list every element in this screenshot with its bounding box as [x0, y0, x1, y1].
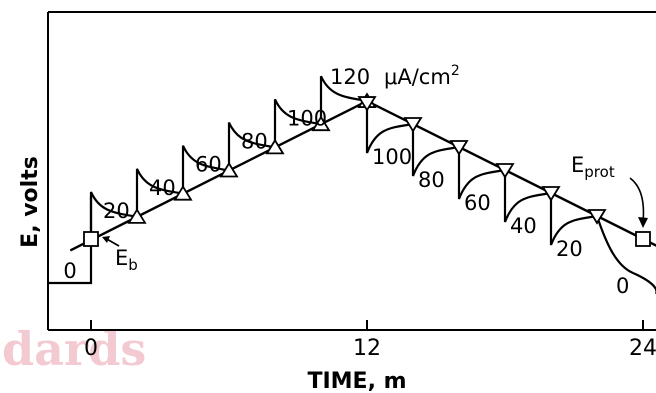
marker-eb [83, 231, 99, 247]
marker-down-80 [449, 140, 469, 156]
marker-down-40 [541, 186, 561, 202]
scan-down-0 [595, 215, 656, 294]
marker-up-40 [173, 184, 193, 201]
scan-down-20 [549, 193, 598, 246]
curve-label-up-80: 80 [241, 130, 268, 154]
curve-label-down-60: 60 [464, 191, 491, 215]
scan-down-100 [365, 101, 414, 154]
marker-apex-down [357, 96, 377, 112]
scan-up-60 [181, 145, 230, 194]
eprot-label: Eprot [571, 153, 615, 181]
marker-up-100 [311, 115, 331, 132]
x-axis-title: TIME, m [307, 369, 406, 393]
scan-down-60 [457, 147, 506, 200]
marker-up-80 [265, 138, 285, 155]
eb-arrow-head [102, 236, 110, 243]
eprot-arrow-head [638, 217, 648, 228]
scan-up-20 [89, 191, 138, 240]
marker-down-100 [403, 117, 423, 133]
marker-down-20 [587, 209, 607, 225]
curve-label-up-0: 0 [63, 259, 76, 283]
y-axis-title: E, volts [18, 156, 43, 248]
curve-label-up-20: 20 [103, 199, 130, 223]
curve-label-up-40: 40 [149, 176, 176, 200]
curve-label-up-100: 100 [287, 106, 327, 130]
marker-eprot [635, 231, 651, 247]
curve-label-up-120: 120 [330, 65, 370, 89]
scan-up-100 [273, 98, 322, 148]
unit-superscript: 2 [451, 63, 460, 79]
eb-main: E [115, 246, 128, 270]
x-tick-label-0: 0 [84, 336, 98, 361]
curve-label-down-40: 40 [510, 214, 537, 238]
scan-up-40 [135, 168, 184, 217]
unit-text: μA/cm [384, 65, 451, 89]
x-tick-label-12: 12 [353, 336, 381, 361]
marker-down-60 [495, 163, 515, 179]
eb-sub: b [128, 256, 138, 274]
scan-up-80 [227, 122, 276, 171]
x-ticks: 0 12 24 [84, 320, 656, 361]
x-tick-label-24: 24 [629, 336, 656, 361]
scan-down-40 [503, 170, 552, 223]
curve-label-down-80: 80 [418, 168, 445, 192]
curve-label-down-0: 0 [616, 274, 629, 298]
curve-label-up-60: 60 [195, 153, 222, 177]
eb-label: Eb [115, 246, 138, 274]
plot-frame [47, 11, 656, 331]
scan-down-80 [411, 124, 460, 177]
eprot-main: E [571, 153, 584, 177]
curve-label-down-100: 100 [372, 145, 412, 169]
curve-label-down-20: 20 [556, 237, 583, 261]
marker-up-60 [219, 161, 239, 178]
data-markers [83, 92, 651, 247]
marker-up-20 [127, 208, 147, 224]
unit-label: μA/cm2 [384, 63, 460, 89]
eprot-sub: prot [584, 163, 615, 181]
eprot-arrow [629, 177, 645, 223]
data-lines [47, 75, 656, 294]
